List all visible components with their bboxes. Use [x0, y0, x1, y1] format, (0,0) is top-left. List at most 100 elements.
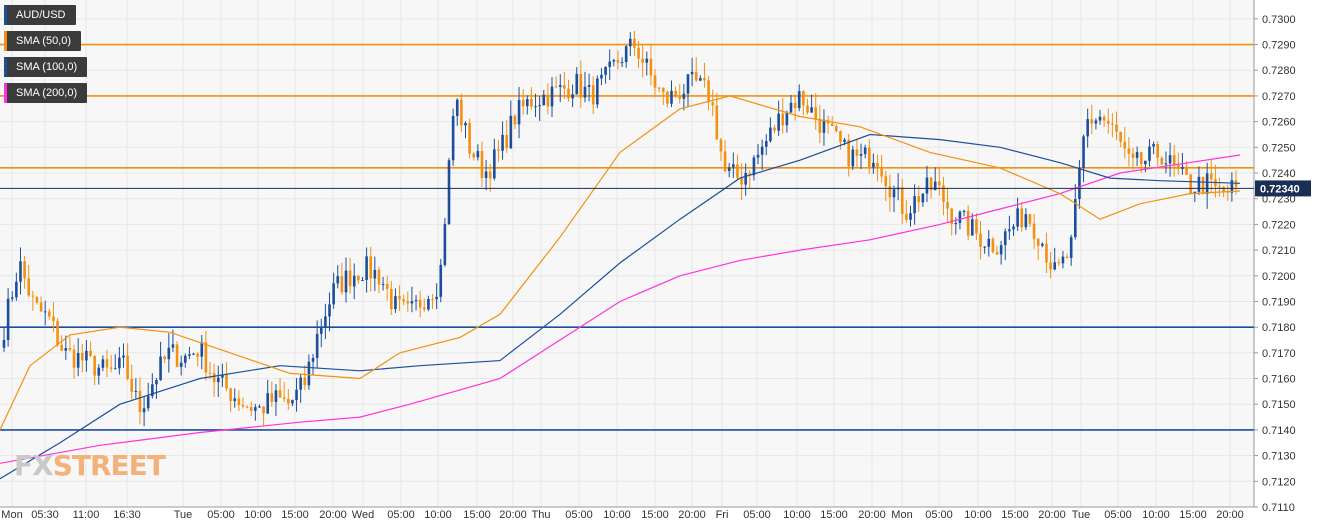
candle-body	[1230, 180, 1234, 193]
candle-body	[773, 127, 776, 131]
candle	[505, 120, 508, 153]
candle-body	[1069, 237, 1073, 258]
candle-body	[546, 94, 550, 107]
candle	[513, 114, 517, 130]
candle-body	[797, 91, 801, 108]
candle	[427, 295, 430, 312]
legend-item-sma200[interactable]: SMA (200,0)	[4, 83, 88, 103]
candle-body	[880, 167, 883, 177]
candle	[925, 165, 929, 203]
candle	[52, 301, 55, 332]
candle-body	[126, 355, 129, 379]
candle	[987, 229, 991, 257]
candle	[1164, 151, 1168, 174]
candle	[624, 45, 628, 68]
candle-body	[1036, 238, 1040, 246]
x-tick-label: Fri	[716, 509, 729, 521]
candle-body	[1074, 199, 1077, 238]
candle-body	[1078, 168, 1081, 200]
candle-body	[1041, 243, 1044, 246]
candle-body	[245, 406, 249, 408]
candle	[282, 382, 286, 403]
candle	[237, 390, 241, 412]
candle	[299, 373, 302, 403]
candle-body	[649, 58, 653, 76]
legend-swatch-sma200	[4, 83, 7, 103]
candle-body	[975, 219, 978, 234]
candle	[563, 72, 566, 100]
candle	[736, 154, 739, 181]
candle	[76, 338, 80, 377]
candle-body	[1102, 116, 1106, 121]
candle-body	[464, 122, 467, 126]
candle-body	[686, 74, 690, 94]
x-tick-label: 16:30	[113, 509, 141, 521]
candle	[31, 290, 35, 311]
candle-body	[357, 275, 360, 281]
candle-body	[1065, 256, 1069, 258]
candle	[340, 262, 344, 295]
candle	[229, 387, 232, 413]
candle-body	[10, 297, 14, 299]
candle	[1115, 111, 1118, 141]
candle	[509, 100, 513, 149]
candle-body	[233, 398, 237, 402]
candle-body	[752, 157, 756, 176]
legend-item-sma50[interactable]: SMA (50,0)	[4, 31, 82, 51]
candle-body	[1119, 131, 1122, 142]
candle-body	[385, 283, 389, 289]
candle-body	[591, 85, 595, 105]
candle-body	[530, 99, 533, 107]
x-tick-label: Mon	[891, 509, 912, 521]
x-tick-label: 10:00	[783, 509, 811, 521]
candle-body	[56, 321, 59, 345]
candle	[641, 44, 644, 78]
candle	[534, 93, 537, 118]
y-tick-label: 0.7170	[1262, 348, 1296, 360]
candle	[777, 100, 780, 136]
candle	[678, 84, 682, 104]
candle	[806, 98, 809, 115]
candle-body	[113, 368, 117, 370]
candle-body	[933, 181, 937, 191]
candle	[443, 217, 447, 267]
x-tick-label: 10:00	[244, 509, 272, 521]
candle	[608, 49, 611, 80]
candle-body	[715, 105, 719, 140]
candle-body	[1012, 226, 1015, 230]
candle	[270, 381, 274, 407]
candle-body	[810, 107, 813, 113]
candle	[550, 77, 554, 118]
candle	[970, 213, 974, 236]
candle	[781, 98, 785, 134]
fxstreet-logo: FXSTREET	[14, 449, 166, 482]
candle-body	[381, 283, 385, 285]
candle	[1172, 144, 1176, 177]
candle-body	[270, 393, 274, 402]
candle-body	[999, 245, 1003, 255]
candle	[1168, 142, 1172, 177]
candle	[682, 84, 686, 111]
candle-body	[315, 333, 319, 358]
legend-item-audusd[interactable]: AUD/USD	[4, 5, 76, 25]
candle-body	[521, 100, 525, 107]
candle-body	[468, 122, 471, 154]
candle	[773, 124, 776, 134]
candle	[1197, 166, 1201, 196]
candle-body	[171, 344, 175, 348]
x-tick-label: Wed	[352, 509, 374, 521]
candle	[1189, 173, 1192, 195]
candle	[188, 346, 191, 360]
candle-body	[414, 299, 418, 302]
candle	[167, 333, 171, 373]
legend-item-sma100[interactable]: SMA (100,0)	[4, 57, 88, 77]
candle-body	[93, 355, 96, 376]
x-tick-label: Tue	[1072, 509, 1091, 521]
candle-body	[806, 105, 809, 113]
candle	[835, 124, 838, 133]
candle	[703, 62, 706, 88]
x-tick-label: 10:00	[1142, 509, 1170, 521]
candle	[291, 399, 294, 407]
candle	[1102, 114, 1106, 127]
